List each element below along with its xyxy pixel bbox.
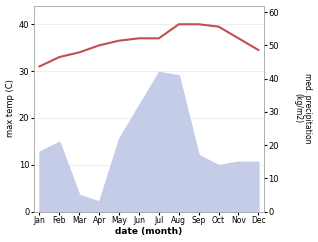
X-axis label: date (month): date (month)	[115, 227, 183, 236]
Y-axis label: max temp (C): max temp (C)	[5, 80, 15, 137]
Y-axis label: med. precipitation
(kg/m2): med. precipitation (kg/m2)	[293, 73, 313, 144]
